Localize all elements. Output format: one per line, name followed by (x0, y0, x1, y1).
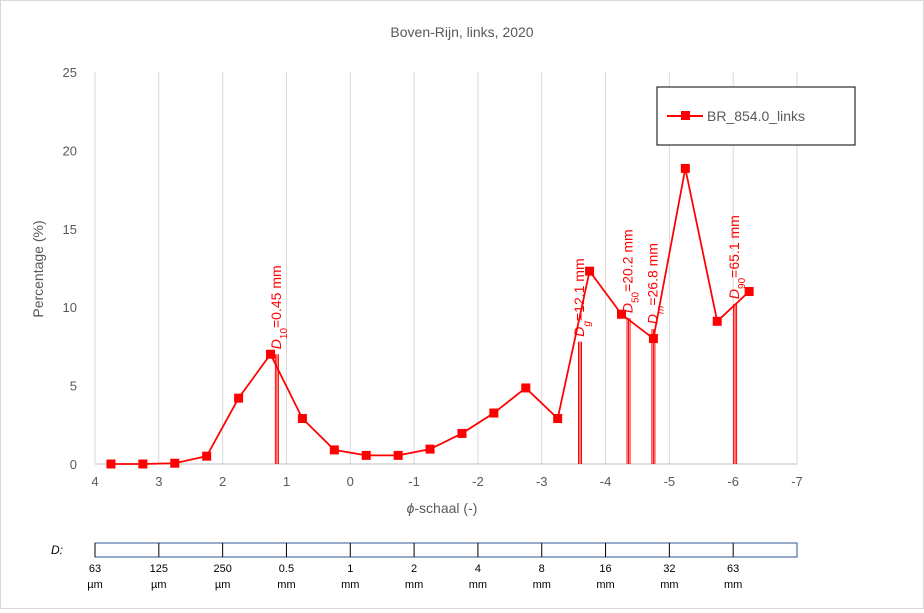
legend: BR_854.0_links (656, 86, 856, 146)
y-tick-label: 5 (70, 379, 77, 394)
annotation-label: D10=0.45 mm (268, 265, 290, 349)
size-scale-label: D: (51, 543, 63, 557)
data-point (585, 266, 595, 276)
size-scale-value: 2 (411, 563, 417, 575)
data-point (617, 309, 626, 319)
annotation-labels: D10=0.45 mm Dg=12.1 mm D50=20.2 mmDm=26.8 … (268, 215, 748, 349)
y-tick-label: 15 (63, 222, 77, 237)
annotation-label: Dm=26.8 mm (644, 243, 666, 324)
size-scale-value: 63 (89, 563, 101, 575)
size-scale-unit: mm (533, 579, 551, 591)
size-scale-value: 250 (213, 563, 231, 575)
data-point (138, 459, 148, 469)
size-scale-value: 16 (599, 563, 611, 575)
size-scale-value: 0.5 (279, 563, 294, 575)
data-point (744, 287, 754, 297)
data-point (680, 163, 690, 173)
size-scale-value: 125 (150, 563, 168, 575)
x-axis-label: ϕ-schaal (-) (407, 500, 478, 516)
data-point (329, 445, 339, 455)
annotation-label: D50=20.2 mm (620, 229, 642, 313)
x-tick-label: 0 (347, 474, 354, 489)
size-scale-unit: mm (341, 579, 359, 591)
size-scale-unit: µm (215, 579, 231, 591)
x-tick-label: 4 (91, 474, 98, 489)
data-point (648, 334, 658, 344)
size-scale-value: 4 (475, 563, 481, 575)
data-point (553, 414, 563, 424)
x-tick-label: 1 (283, 474, 290, 489)
size-scale-box (94, 542, 798, 558)
size-scale-value: 32 (663, 563, 675, 575)
legend-label: BR_854.0_links (707, 108, 805, 124)
size-scale-unit: µm (151, 579, 167, 591)
y-tick-label: 20 (63, 143, 77, 158)
size-scale-value: 1 (347, 563, 353, 575)
x-tick-label: -2 (472, 474, 484, 489)
data-point (521, 383, 531, 393)
y-tick-label: 0 (70, 457, 77, 472)
data-point (393, 450, 403, 460)
size-scale-unit: mm (469, 579, 487, 591)
x-tick-label: -5 (664, 474, 676, 489)
y-axis-label: Percentage (%) (30, 220, 46, 317)
annotation-label: Dg=12.1 mm (571, 258, 593, 336)
size-scale-value: 63 (727, 563, 739, 575)
data-point (234, 393, 244, 403)
data-point (489, 408, 499, 418)
annotation-bars (274, 304, 738, 464)
x-tick-label: -3 (536, 474, 548, 489)
series-group (106, 163, 754, 469)
chart-title: Boven-Rijn, links, 2020 (390, 24, 533, 40)
data-point (106, 459, 116, 469)
data-point (170, 458, 180, 468)
data-point (712, 316, 722, 326)
size-scale-unit: mm (277, 579, 295, 591)
y-tick-label: 10 (63, 300, 77, 315)
x-tick-label: 2 (219, 474, 226, 489)
size-scale-unit: mm (596, 579, 614, 591)
size-scale-unit: mm (660, 579, 678, 591)
data-point (457, 428, 467, 438)
x-tick-label: 3 (155, 474, 162, 489)
x-tick-label: -7 (791, 474, 803, 489)
y-tick-label: 25 (63, 65, 77, 80)
legend-marker (681, 111, 690, 120)
x-tick-label: -6 (727, 474, 739, 489)
x-tick-label: -4 (600, 474, 612, 489)
annotation-label: D90=65.1 mm (726, 215, 748, 299)
data-point (425, 444, 435, 454)
data-point (266, 349, 275, 359)
data-point (297, 414, 307, 424)
size-scale-value: 8 (539, 563, 545, 575)
data-point (202, 451, 212, 461)
size-scale-unit: mm (405, 579, 423, 591)
x-tick-label: -1 (408, 474, 420, 489)
size-scale-unit: µm (87, 579, 103, 591)
data-point (361, 450, 371, 460)
size-scale-unit: mm (724, 579, 742, 591)
size-scale: D: 63 µm 125 µm 250 µm 0.5 mm 1 mm 2 mm 4 mm 8 mm 16 mm 32 m… (51, 542, 798, 591)
